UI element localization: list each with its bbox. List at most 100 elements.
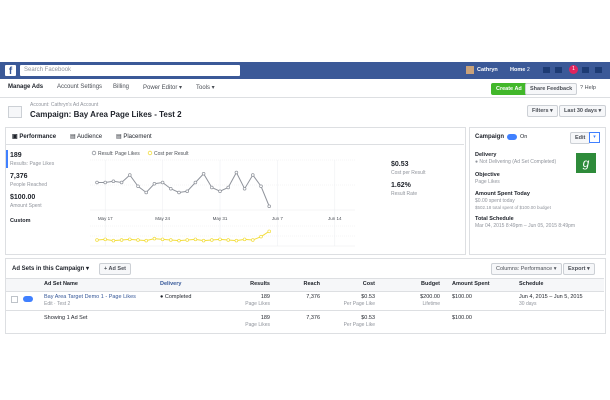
stat-value: $0.53	[391, 161, 409, 168]
facebook-logo[interactable]: f	[5, 65, 16, 77]
edit-button[interactable]: Edit	[570, 132, 591, 144]
column-header[interactable]: Ad Set Name	[44, 281, 78, 287]
data-point	[218, 237, 222, 242]
tab[interactable]: ▣ Performance	[12, 134, 57, 140]
campaign-heading: Campaign	[475, 134, 505, 140]
data-point	[128, 173, 132, 177]
notification-count[interactable]: 1	[569, 65, 578, 74]
ad-sets-title: Ad Sets in this Campaign	[12, 266, 85, 272]
budget-sub: Lifetime	[422, 301, 440, 307]
x-tick-label: Jun 14	[328, 216, 342, 221]
field-label: Delivery	[475, 152, 497, 158]
delivery-cell: ● Completed	[160, 294, 192, 300]
column-header[interactable]: Schedule	[519, 281, 544, 287]
field-value: Page Likes	[475, 179, 500, 185]
menu-item[interactable]: Tools ▾	[196, 85, 215, 91]
stat-label: Results: Page Likes	[10, 161, 55, 167]
field-label: Amount Spent Today	[475, 191, 530, 197]
custom-link[interactable]: Custom	[10, 218, 31, 224]
status-text: On	[520, 134, 528, 140]
status-toggle[interactable]	[507, 134, 517, 140]
data-point	[210, 185, 214, 190]
help-link[interactable]: ? Help	[580, 85, 596, 91]
data-point	[169, 238, 173, 242]
data-point	[251, 173, 255, 177]
data-point	[119, 238, 124, 242]
account-breadcrumb[interactable]: Account: Cathryn's Ad Account	[30, 102, 99, 108]
menu-item[interactable]: Billing	[113, 84, 130, 90]
create-ad-button[interactable]: Create Ad	[491, 83, 527, 95]
column-header[interactable]: Results	[250, 281, 270, 287]
tab[interactable]: ▤ Audience	[70, 134, 103, 140]
more-dropdown[interactable]: ▾	[589, 132, 600, 143]
x-tick-label: Jun 7	[272, 216, 284, 221]
stat-value: $100.00	[10, 194, 36, 201]
help-text: Help	[584, 85, 596, 91]
data-point	[160, 237, 165, 242]
date-range-button[interactable]: Last 30 days ▾	[559, 105, 607, 117]
legend-swatch	[147, 150, 153, 156]
field-value: ● Not Delivering (Ad Set Completed)	[475, 159, 557, 165]
data-point	[251, 238, 255, 242]
avatar[interactable]	[466, 66, 474, 74]
row-toggle[interactable]	[23, 296, 33, 302]
search-placeholder: Search Facebook	[24, 67, 72, 73]
legend-label: Cost per Result	[154, 151, 189, 157]
row-divider	[6, 310, 604, 311]
export-button[interactable]: Export ▾	[563, 263, 595, 275]
reach-cell: 7,376	[306, 294, 320, 300]
delivery-text: Not Delivering (Ad Set Completed)	[479, 159, 557, 165]
data-point	[201, 172, 206, 176]
column-header[interactable]: Budget	[421, 281, 440, 287]
columns-text: Columns: Performance	[496, 266, 553, 272]
messages-icon[interactable]	[555, 67, 562, 73]
data-point	[193, 180, 198, 185]
data-point	[119, 180, 124, 185]
data-point	[259, 234, 263, 239]
data-point	[210, 238, 214, 242]
results-cell: 189	[260, 294, 270, 300]
privacy-icon[interactable]	[582, 67, 589, 73]
user-name[interactable]: Cathryn	[477, 67, 498, 73]
column-header[interactable]: Delivery	[160, 281, 182, 287]
column-header[interactable]: Reach	[303, 281, 320, 287]
columns-button[interactable]: Columns: Performance ▾	[491, 263, 562, 275]
column-header[interactable]: Amount Spent	[452, 281, 490, 287]
menu-item-text: Tools	[196, 85, 211, 91]
data-point	[144, 190, 148, 195]
search-box[interactable]	[20, 65, 240, 76]
data-point	[267, 229, 271, 234]
stat-label: Amount Spent	[10, 203, 42, 209]
performance-chart: Result: Page Likes Cost per Result May 17 M…	[90, 150, 355, 247]
data-point	[226, 185, 230, 190]
data-point	[185, 238, 189, 242]
tab[interactable]: ▤ Placement	[116, 134, 152, 140]
filters-button[interactable]: Filters ▾	[527, 105, 558, 117]
results-sub: Page Likes	[245, 301, 270, 307]
spent-cell: $100.00	[452, 315, 472, 321]
series-line	[97, 171, 270, 207]
menu-item[interactable]: Power Editor ▾	[143, 85, 183, 91]
campaign-name: Bay Area Page Likes - Test 2	[73, 110, 182, 119]
data-point	[218, 189, 222, 193]
data-point	[185, 189, 189, 193]
ad-sets-heading[interactable]: Ad Sets in this Campaign ▾	[12, 266, 90, 272]
table-header	[6, 278, 604, 292]
home-link[interactable]: Home	[510, 67, 526, 73]
view-toggle[interactable]	[8, 106, 22, 118]
ad-set-name[interactable]: Bay Area Target Demo 1 - Page Likes	[44, 294, 136, 300]
settings-icon[interactable]	[595, 67, 602, 73]
row-checkbox[interactable]	[11, 296, 18, 303]
add-ad-set-button[interactable]: + Ad Set	[99, 263, 131, 275]
tab-text: Audience	[77, 134, 103, 140]
schedule-cell: Jun 4, 2015 – Jun 5, 2015	[519, 294, 583, 300]
friends-icon[interactable]	[543, 67, 550, 73]
column-header[interactable]: Cost	[362, 281, 375, 287]
data-point	[201, 238, 206, 243]
data-point	[111, 179, 116, 184]
share-feedback-button[interactable]: Share Feedback	[525, 83, 578, 95]
menu-item[interactable]: Manage Ads	[8, 84, 44, 90]
field-value: Mar 04, 2015 8:49pm – Jun 05, 2015 8:49p…	[475, 223, 576, 229]
menu-item[interactable]: Account Settings	[57, 84, 103, 90]
data-point	[160, 180, 165, 185]
